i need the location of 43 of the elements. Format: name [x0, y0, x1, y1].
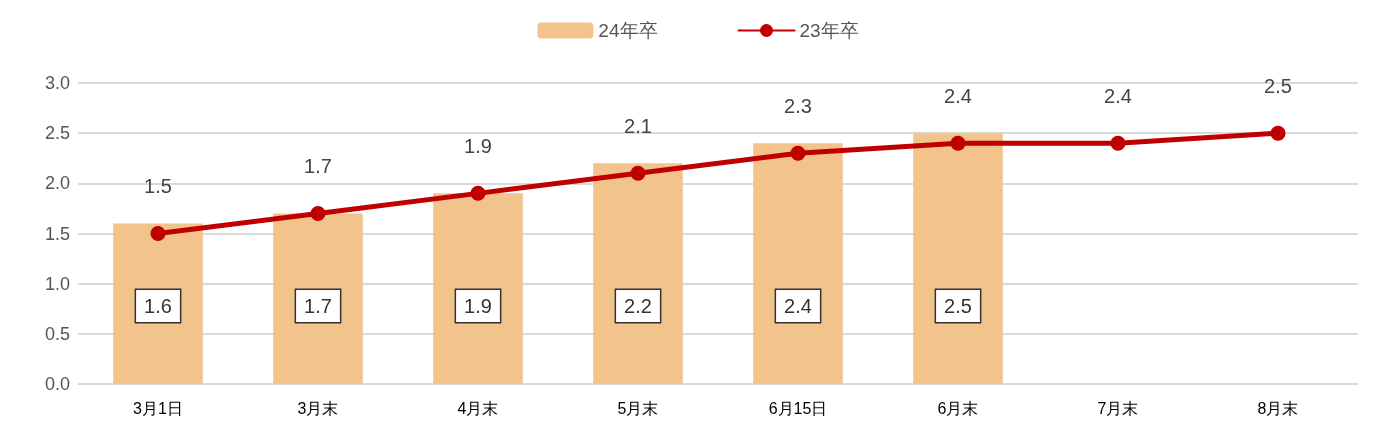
data-label: 1.7 [304, 295, 332, 317]
data-label: 1.5 [144, 175, 172, 197]
point [150, 226, 166, 241]
x-tick-label: 7月末 [1097, 399, 1139, 417]
x-tick-label: 6月15日 [768, 399, 828, 417]
data-label: 2.5 [1264, 74, 1292, 97]
data-label: 2.4 [784, 295, 812, 317]
y-tick-label: 3.0 [44, 73, 70, 93]
data-label: 1.7 [304, 154, 332, 177]
data-label: 2.2 [624, 295, 652, 317]
point [1270, 125, 1286, 141]
y-tick-label: 2.0 [44, 173, 70, 194]
y-tick-label: 1.5 [44, 223, 70, 244]
x-tick-label: 5月末 [617, 399, 659, 417]
point [630, 165, 646, 181]
point [310, 205, 326, 221]
bar [433, 193, 523, 384]
data-label: 2.4 [1104, 84, 1132, 107]
x-tick-label: 4月末 [457, 399, 499, 417]
y-tick-label: 2.5 [44, 123, 70, 144]
bar [753, 143, 843, 384]
data-label: 2.1 [624, 114, 652, 137]
bar [593, 163, 683, 384]
x-tick-label: 6月末 [937, 399, 979, 417]
y-tick-label: 0.5 [44, 323, 70, 344]
data-label: 1.9 [464, 134, 492, 157]
legend-label: 23年卒 [799, 20, 859, 41]
data-label: 2.5 [944, 295, 972, 317]
x-tick-label: 3月1日 [133, 399, 183, 417]
point [470, 185, 486, 201]
bar [913, 133, 1003, 384]
y-tick-label: 0.0 [44, 374, 70, 394]
point [1110, 135, 1126, 151]
x-tick-label: 3月末 [297, 399, 339, 417]
data-label: 2.3 [784, 94, 812, 117]
point [790, 145, 806, 161]
legend-label: 24年卒 [598, 20, 658, 41]
y-tick-label: 1.0 [44, 273, 70, 294]
point [950, 135, 966, 151]
data-label: 1.6 [144, 295, 172, 317]
data-label: 1.9 [464, 295, 492, 317]
x-tick-label: 8月末 [1257, 399, 1299, 417]
data-label: 2.4 [944, 84, 972, 107]
